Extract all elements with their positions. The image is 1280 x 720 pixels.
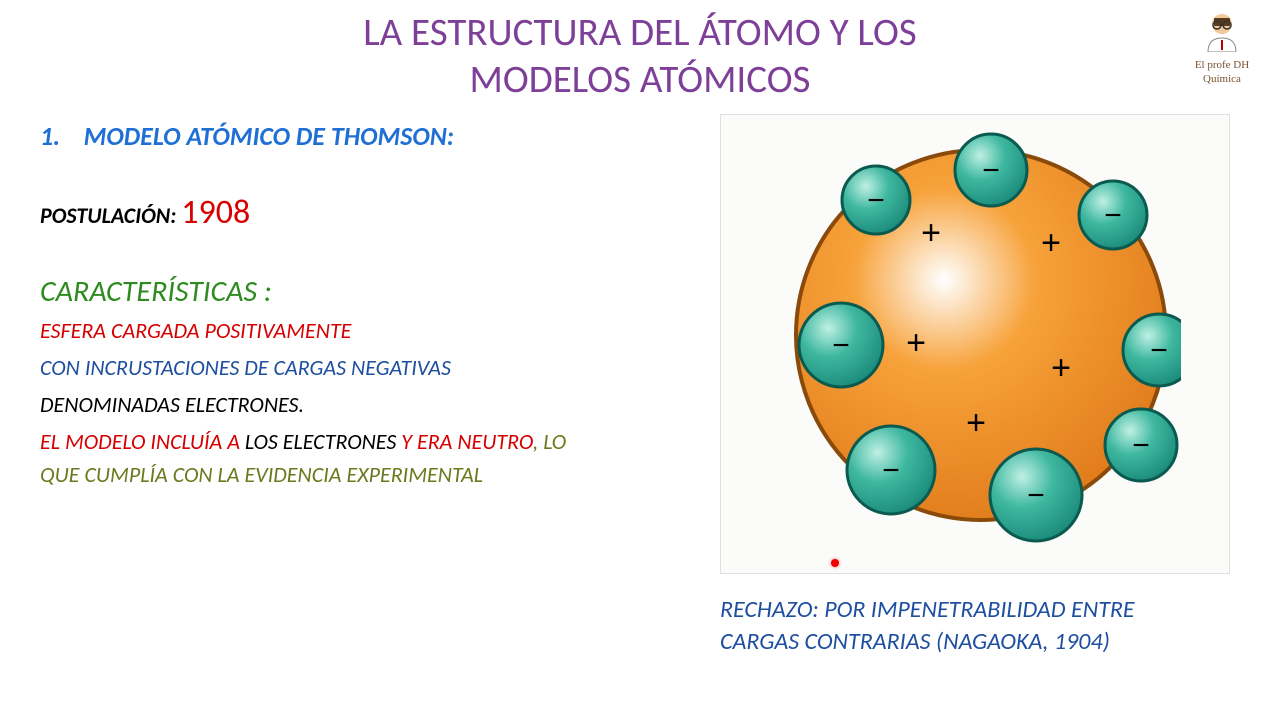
svg-text:+: +: [921, 214, 941, 252]
svg-text:+: +: [906, 324, 926, 362]
avatar-label-1: El profe DH: [1172, 59, 1272, 71]
caracteristicas-line: CON INCRUSTACIONES DE CARGAS NEGATIVAS: [40, 351, 690, 384]
svg-text:−: −: [882, 454, 900, 487]
svg-text:−: −: [867, 184, 885, 217]
rechazo-line2: CARGAS CONTRARIAS (NAGAOKA, 1904): [720, 627, 1110, 656]
caracteristicas-line: ESFERA CARGADA POSITIVAMENTE: [40, 314, 690, 347]
caracteristicas-para2: EL MODELO INCLUÍA A LOS ELECTRONES Y ERA…: [40, 425, 600, 491]
svg-text:−: −: [1104, 199, 1122, 232]
postulacion-label: POSTULACIÓN:: [40, 202, 176, 229]
section-number: 1.: [40, 120, 60, 152]
left-column: 1. MODELO ATÓMICO DE THOMSON: POSTULACIÓ…: [40, 114, 710, 659]
title-line1: LA ESTRUCTURA DEL ÁTOMO Y LOS: [363, 9, 916, 56]
svg-text:+: +: [1041, 224, 1061, 262]
title-line2: MODELOS ATÓMICOS: [470, 56, 811, 103]
rechazo-text: RECHAZO: POR IMPENETRABILIDAD ENTRE CARG…: [720, 594, 1250, 659]
section-heading-text: MODELO ATÓMICO DE THOMSON:: [84, 120, 454, 152]
caracteristicas-line: DENOMINADAS ELECTRONES.: [40, 388, 690, 421]
svg-text:−: −: [832, 329, 850, 362]
svg-text:−: −: [1027, 479, 1045, 512]
laser-pointer-dot: [831, 559, 839, 567]
thomson-model-diagram: + + + + + − − − − − − − −: [720, 114, 1230, 574]
right-column: + + + + + − − − − − − − − RECHAZO: POR IMPENETRABILI…: [710, 114, 1250, 659]
svg-text:−: −: [982, 154, 1000, 187]
avatar-icon: [1200, 8, 1244, 52]
atom-svg: + + + + + − − − − − − − −: [781, 125, 1181, 555]
postulacion-value: 1908: [181, 192, 250, 233]
svg-text:−: −: [1150, 334, 1168, 367]
rechazo-line1: RECHAZO: POR IMPENETRABILIDAD ENTRE: [720, 595, 1135, 624]
caracteristicas-body: ESFERA CARGADA POSITIVAMENTE CON INCRUSTA…: [40, 314, 690, 491]
postulacion-row: POSTULACIÓN: 1908: [40, 192, 690, 233]
avatar-label-2: Química: [1172, 73, 1272, 85]
svg-text:−: −: [1132, 429, 1150, 462]
svg-text:+: +: [1051, 349, 1071, 387]
channel-avatar: El profe DH Química: [1172, 8, 1272, 85]
svg-text:+: +: [966, 404, 986, 442]
section-heading: 1. MODELO ATÓMICO DE THOMSON:: [40, 120, 690, 152]
caracteristicas-label: CARACTERÍSTICAS :: [40, 273, 690, 310]
page-title: LA ESTRUCTURA DEL ÁTOMO Y LOS MODELOS AT…: [0, 0, 1280, 104]
